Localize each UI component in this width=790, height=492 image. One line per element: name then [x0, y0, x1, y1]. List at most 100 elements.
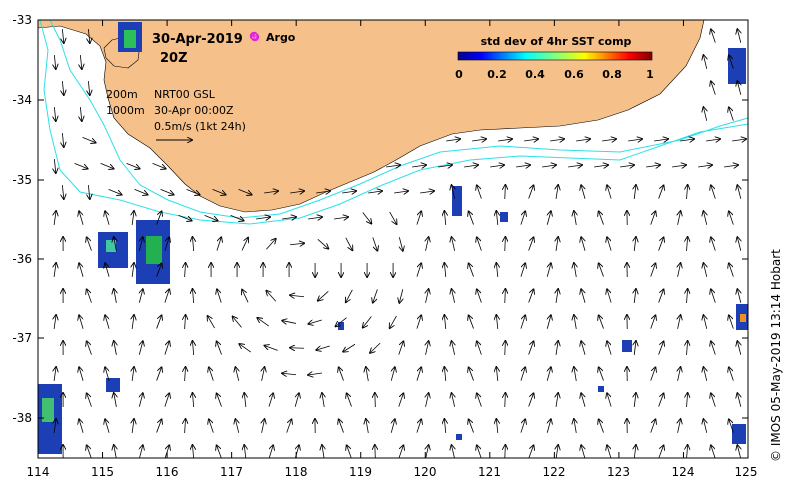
lon-tick-label: 117	[220, 465, 243, 479]
current-arrow	[452, 393, 455, 407]
current-arrow	[139, 393, 143, 407]
current-arrow	[185, 367, 186, 382]
lat-tick-label: -35	[12, 173, 32, 187]
current-arrow	[217, 445, 222, 458]
current-arrow	[678, 211, 681, 225]
current-arrow	[452, 445, 455, 458]
contour-200-label: 200m	[106, 88, 138, 101]
current-arrow	[650, 211, 656, 225]
current-arrow	[54, 54, 55, 69]
lat-axis: -33 -34 -35 -36 -37 -38	[12, 13, 32, 425]
current-arrow	[520, 419, 525, 433]
current-arrow	[658, 289, 664, 303]
current-arrow	[581, 237, 586, 251]
current-arrow	[114, 237, 117, 251]
current-vectors	[54, 29, 746, 458]
current-arrow	[290, 243, 304, 245]
current-arrow	[547, 315, 551, 329]
current-arrow	[444, 263, 445, 278]
current-arrow	[444, 315, 445, 330]
current-arrow	[264, 191, 278, 193]
lon-tick-label: 114	[27, 465, 50, 479]
current-arrow	[426, 237, 429, 251]
current-arrow	[54, 419, 56, 433]
current-arrow	[262, 419, 265, 433]
current-arrow	[528, 185, 534, 199]
current-arrow	[469, 419, 474, 433]
current-arrow	[209, 419, 214, 433]
current-arrow	[186, 189, 200, 194]
current-arrow	[114, 445, 117, 458]
current-arrow	[389, 211, 397, 224]
current-arrow	[654, 139, 668, 141]
lon-axis: 114 115 116 117 118 119 120 121 122 123 …	[27, 465, 758, 479]
current-arrow	[469, 315, 474, 329]
current-arrow	[160, 189, 174, 194]
current-arrow	[477, 237, 482, 251]
current-arrow	[581, 393, 586, 407]
current-arrow	[658, 341, 664, 355]
lon-tick-label: 118	[285, 465, 308, 479]
current-arrow	[217, 393, 222, 407]
current-arrow	[658, 237, 664, 251]
current-arrow	[132, 367, 134, 381]
lon-tick-label: 123	[607, 465, 630, 479]
current-arrow	[54, 367, 56, 381]
current-arrow	[469, 367, 474, 381]
current-arrow	[100, 163, 114, 168]
current-arrow	[706, 139, 720, 141]
current-arrow	[235, 419, 238, 433]
colorbar-tick: 0	[455, 68, 463, 81]
current-arrow	[282, 217, 296, 219]
current-arrow	[477, 341, 482, 355]
current-arrow	[256, 217, 270, 219]
current-arrow	[54, 158, 55, 173]
current-arrow	[132, 315, 134, 329]
current-arrow	[672, 165, 686, 167]
current-arrow	[132, 263, 134, 277]
current-arrow	[703, 367, 706, 381]
current-arrow	[412, 165, 426, 167]
current-arrow	[156, 315, 162, 329]
current-arrow	[88, 184, 89, 199]
current-arrow	[79, 419, 84, 433]
current-arrow	[556, 341, 558, 355]
current-arrow	[105, 367, 110, 381]
current-arrow	[394, 191, 408, 193]
current-arrow	[242, 290, 249, 303]
current-arrow	[164, 341, 169, 355]
current-arrow	[452, 237, 455, 251]
current-arrow	[164, 393, 169, 407]
lon-tick-label: 124	[672, 465, 695, 479]
lon-tick-label: 116	[156, 465, 179, 479]
current-arrow	[516, 165, 530, 167]
current-arrow	[164, 289, 169, 303]
current-arrow	[568, 165, 582, 167]
current-arrow	[703, 211, 706, 225]
current-arrow	[105, 419, 110, 433]
current-arrow	[192, 341, 193, 356]
current-arrow	[80, 106, 81, 121]
current-arrow	[505, 289, 506, 304]
current-arrow	[233, 317, 242, 328]
current-arrow	[334, 217, 348, 219]
current-arrow	[266, 239, 275, 250]
lon-tick-label: 125	[735, 465, 758, 479]
current-arrow	[79, 211, 84, 225]
current-arrow	[634, 341, 636, 355]
current-arrow	[54, 263, 56, 277]
current-arrow	[711, 445, 716, 458]
current-arrow	[490, 165, 504, 167]
colorbar-title: std dev of 4hr SST comp	[481, 35, 632, 48]
current-arrow	[528, 289, 534, 303]
current-arrow	[444, 211, 445, 226]
current-arrow	[574, 367, 576, 381]
current-arrow	[398, 445, 404, 458]
current-arrow	[556, 185, 558, 199]
argo-label: Argo	[266, 31, 296, 44]
current-arrow	[737, 289, 740, 303]
current-arrow	[477, 289, 482, 303]
sst-patches	[38, 22, 748, 454]
current-arrow	[282, 373, 297, 374]
current-arrow	[729, 263, 734, 277]
